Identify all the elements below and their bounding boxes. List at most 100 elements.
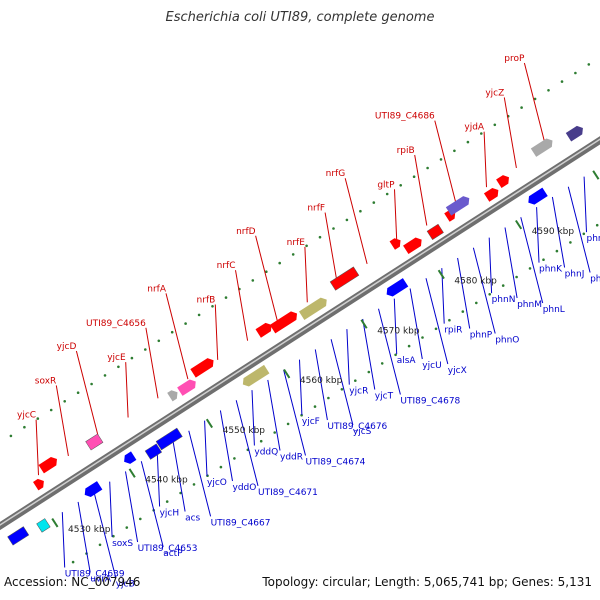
label-leader xyxy=(204,420,208,477)
guide-dot xyxy=(9,434,13,438)
guide-dot xyxy=(354,379,357,383)
reverse-gene-feature xyxy=(36,518,51,533)
label-leader xyxy=(457,257,471,329)
guide-dot xyxy=(466,140,470,144)
forward-gene-feature xyxy=(269,311,298,334)
label-leader xyxy=(425,278,449,365)
label-leader xyxy=(283,369,306,456)
guide-dot xyxy=(286,422,290,426)
forward-gene-feature xyxy=(190,358,214,378)
guide-dot xyxy=(211,305,214,308)
label-leader xyxy=(483,131,487,188)
guide-dot xyxy=(318,235,322,239)
label-leader xyxy=(536,207,540,263)
label-leader xyxy=(235,400,259,487)
guide-dot xyxy=(407,344,411,348)
gene-label: nrfA xyxy=(147,284,167,294)
gene-label: phnN xyxy=(492,295,516,305)
gene-label: actP xyxy=(163,549,183,559)
guide-dot xyxy=(434,327,438,331)
label-leader xyxy=(214,304,219,360)
label-leader xyxy=(504,227,518,299)
gene-label: yjcH xyxy=(160,509,180,519)
label-leader xyxy=(394,189,398,245)
forward-gene-feature xyxy=(530,138,553,157)
reverse-gene-feature xyxy=(386,278,409,297)
forward-gene-feature xyxy=(496,175,509,188)
guide-dot xyxy=(488,293,492,296)
guide-dot xyxy=(197,313,201,317)
tick-label: 4540 kbp xyxy=(145,475,188,485)
tick-mark xyxy=(283,368,291,379)
guide-dot xyxy=(426,166,429,170)
guide-dot xyxy=(380,362,384,365)
tick-mark xyxy=(51,518,59,528)
guide-dot xyxy=(394,353,397,357)
gene-label: rpiR xyxy=(444,326,462,336)
tick-mark xyxy=(515,219,523,230)
gene-label: yjcS xyxy=(353,427,372,437)
gene-label: phnP xyxy=(470,331,493,341)
guide-dot xyxy=(501,284,505,287)
gene-label: nrfE xyxy=(287,238,306,248)
gene-label: phnL xyxy=(543,305,565,315)
gene-label: phnG xyxy=(587,234,600,244)
gene-label: soxR xyxy=(35,376,57,386)
gene-label: alsA xyxy=(397,356,417,366)
gene-label: yjcR xyxy=(349,387,368,397)
label-leader xyxy=(314,349,328,421)
forward-gene-feature xyxy=(38,456,57,474)
gene-label: nrfF xyxy=(307,204,325,214)
guide-dot xyxy=(291,253,295,256)
guide-dot xyxy=(555,249,559,253)
guide-dot xyxy=(76,391,80,395)
guide-dot xyxy=(117,365,120,369)
label-leader-lines xyxy=(35,62,591,578)
guide-dot xyxy=(480,132,483,135)
label-leader xyxy=(330,339,354,426)
guide-dot xyxy=(528,267,532,270)
label-leader xyxy=(393,298,398,355)
label-leader xyxy=(219,410,233,482)
gene-label: yjcT xyxy=(375,392,394,402)
guide-dot xyxy=(475,301,478,305)
label-leader xyxy=(409,288,423,360)
gene-label: yjcE xyxy=(107,353,126,363)
guide-dot xyxy=(251,279,255,282)
label-leader xyxy=(488,237,493,294)
label-leader xyxy=(472,247,496,334)
accession-text: Accession: NC_007946 xyxy=(4,575,141,589)
guide-dot xyxy=(36,417,40,420)
backbone-line xyxy=(0,136,600,531)
map-title: Escherichia coli UTI89, complete genome xyxy=(165,10,435,25)
gene-label: proP xyxy=(504,54,525,64)
guide-dot xyxy=(520,106,523,109)
guide-dot xyxy=(345,218,349,222)
label-leader xyxy=(109,481,113,538)
gene-label: yddQ xyxy=(254,448,278,458)
gene-features xyxy=(7,125,583,546)
tick-mark xyxy=(205,418,214,429)
guide-dot xyxy=(582,232,586,236)
reverse-gene-feature xyxy=(124,451,137,464)
forward-gene-feature xyxy=(167,390,178,402)
guide-dot xyxy=(533,97,537,101)
guide-dot xyxy=(327,396,330,400)
gene-label: yjcD xyxy=(57,342,77,352)
label-leader xyxy=(125,362,129,418)
label-leader xyxy=(125,471,139,543)
tick-label: 4570 kbp xyxy=(377,326,420,336)
forward-gene-feature xyxy=(85,433,104,451)
dotted-guide-rings xyxy=(9,63,599,564)
tick-label: 4560 kbp xyxy=(300,376,343,386)
guide-dot xyxy=(453,149,456,153)
tick-label: 4590 kbp xyxy=(532,227,575,237)
gene-label: phnM xyxy=(517,300,542,310)
guide-dot xyxy=(560,80,564,83)
guide-dot xyxy=(144,348,147,351)
guide-dot xyxy=(305,244,308,248)
label-leader xyxy=(235,270,249,341)
gene-label: yjcC xyxy=(17,411,36,421)
guide-dot xyxy=(574,71,577,75)
forward-gene-feature xyxy=(298,297,327,320)
